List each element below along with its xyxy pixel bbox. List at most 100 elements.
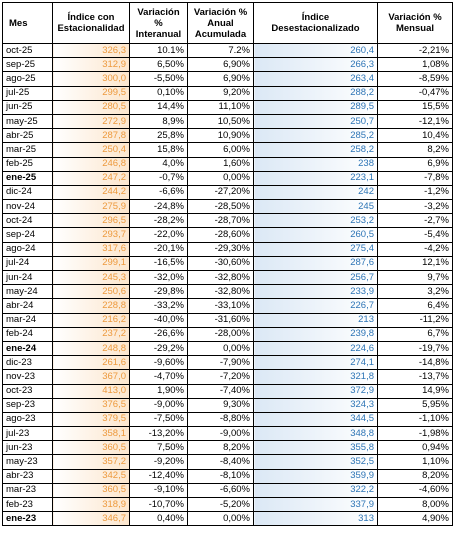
table-cell: sep-25	[2, 57, 53, 73]
table-cell: 260,5	[253, 227, 378, 243]
table-cell: -7,8%	[377, 170, 453, 186]
table-cell: 266,3	[253, 57, 378, 73]
table-cell: 258,2	[253, 142, 378, 158]
header-row: Mes Índice con Estacionalidad Variación % …	[2, 2, 453, 44]
table-cell: 253,2	[253, 213, 378, 229]
table-cell: 0,00%	[187, 340, 254, 357]
table-cell: 6,4%	[377, 298, 453, 314]
table-body: oct-25 326,3 10.1% 7.2% 260,4 -2,21% sep-25 312…	[2, 42, 453, 527]
table-cell: jul-23	[2, 426, 53, 442]
table-cell: nov-23	[2, 369, 53, 385]
table-cell: 352,5	[253, 454, 378, 470]
table-cell: 337,9	[253, 496, 378, 513]
table-cell: -8,40%	[187, 454, 254, 470]
table-cell: jul-24	[2, 255, 53, 272]
table-cell: 224,6	[253, 340, 378, 357]
table-cell: mar-24	[2, 312, 53, 328]
table-cell: 14,9%	[377, 383, 453, 399]
table-cell: -8,10%	[187, 468, 254, 484]
table-cell: -9,00%	[187, 426, 254, 442]
table-cell: 10,4%	[377, 128, 453, 144]
table-cell: -24,8%	[129, 199, 188, 215]
table-row: oct-24 296,5 -28,2% -28,70% 253,2 -2,7%	[2, 213, 453, 229]
table-cell: abr-23	[2, 468, 53, 484]
table-cell: 239,8	[253, 326, 378, 342]
table-cell: 245	[253, 199, 378, 215]
table-cell: -32,80%	[187, 284, 254, 300]
table-cell: 1,90%	[129, 383, 188, 399]
table-cell: 0,00%	[187, 170, 254, 186]
table-cell: ene-25	[2, 170, 53, 186]
table-cell: -14,8%	[377, 355, 453, 371]
table-cell: 15,8%	[129, 142, 188, 158]
table-cell: 213	[253, 312, 378, 328]
table-cell: 6,7%	[377, 326, 453, 342]
table-cell: 223,1	[253, 170, 378, 186]
table-cell: -0,47%	[377, 85, 453, 101]
table-cell: -32,80%	[187, 269, 254, 286]
table-row: dic-24 244,2 -6,6% -27,20% 242 -1,2%	[2, 184, 453, 201]
table-cell: jul-25	[2, 85, 53, 101]
table-cell: -2,21%	[377, 42, 453, 59]
table-cell: 238	[253, 156, 378, 172]
table-cell: abr-25	[2, 128, 53, 144]
table-cell: -6,6%	[129, 184, 188, 201]
table-cell: dic-24	[2, 184, 53, 201]
table-cell: -8,59%	[377, 71, 453, 87]
table-cell: -16,5%	[129, 255, 188, 272]
table-cell: oct-23	[2, 383, 53, 399]
table-cell: 9,30%	[187, 397, 254, 413]
table-cell: ene-24	[2, 340, 53, 357]
table-cell: 25,8%	[129, 128, 188, 144]
table-cell: -30,60%	[187, 255, 254, 272]
table-cell: -4,70%	[129, 369, 188, 385]
table-cell: 326,3	[52, 42, 130, 59]
table-cell: 376,5	[52, 397, 130, 413]
table-cell: 299,5	[52, 85, 130, 101]
table-cell: 233,9	[253, 284, 378, 300]
table-row: jun-24 245,3 -32,0% -32,80% 256,7 9,7%	[2, 269, 453, 286]
table-cell: 1,08%	[377, 57, 453, 73]
table-row: sep-23 376,5 -9,00% 9,30% 324,3 5,95%	[2, 397, 453, 413]
table-cell: -7,40%	[187, 383, 254, 399]
table-cell: 275,9	[52, 199, 130, 215]
table-cell: -33,2%	[129, 298, 188, 314]
table-cell: 6,90%	[187, 57, 254, 73]
table-row: ene-24 248,8 -29,2% 0,00% 224,6 -19,7%	[2, 340, 453, 357]
table-cell: 256,7	[253, 269, 378, 286]
table-cell: -0,7%	[129, 170, 188, 186]
table-cell: -8,80%	[187, 411, 254, 428]
table-cell: -28,50%	[187, 199, 254, 215]
table-cell: 293,7	[52, 227, 130, 243]
table-cell: -32,0%	[129, 269, 188, 286]
table-cell: -22,0%	[129, 227, 188, 243]
table-row: oct-23 413,0 1,90% -7,40% 372,9 14,9%	[2, 383, 453, 399]
table-cell: -26,6%	[129, 326, 188, 342]
table-cell: 9,7%	[377, 269, 453, 286]
table-cell: 12,1%	[377, 255, 453, 272]
table-cell: 285,2	[253, 128, 378, 144]
table-row: nov-23 367,0 -4,70% -7,20% 321,8 -13,7%	[2, 369, 453, 385]
table-cell: -7,50%	[129, 411, 188, 428]
table-row: mar-23 360,5 -9,10% -6,60% 322,2 -4,60%	[2, 482, 453, 499]
table-cell: 357,2	[52, 454, 130, 470]
table-cell: -31,60%	[187, 312, 254, 328]
table-cell: -5,20%	[187, 496, 254, 513]
table-cell: 367,0	[52, 369, 130, 385]
table-cell: 280,5	[52, 99, 130, 115]
table-cell: -1,10%	[377, 411, 453, 428]
table-cell: 360,5	[52, 440, 130, 456]
table-cell: -19,7%	[377, 340, 453, 357]
table-row: dic-23 261,6 -9,60% -7,90% 274,1 -14,8%	[2, 355, 453, 371]
table-cell: 287,8	[52, 128, 130, 144]
table-cell: -29,8%	[129, 284, 188, 300]
table-row: ago-23 379,5 -7,50% -8,80% 344,5 -1,10%	[2, 411, 453, 428]
table-cell: 10,50%	[187, 113, 254, 130]
table-cell: 10.1%	[129, 42, 188, 59]
table-cell: -5,50%	[129, 71, 188, 87]
table-cell: -9,10%	[129, 482, 188, 499]
table-cell: 313	[253, 511, 378, 527]
table-cell: 6,50%	[129, 57, 188, 73]
table-cell: 288,2	[253, 85, 378, 101]
